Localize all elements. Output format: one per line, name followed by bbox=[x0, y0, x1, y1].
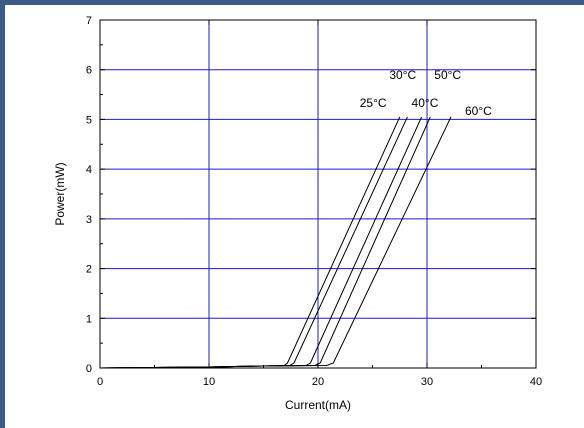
series-line bbox=[99, 116, 401, 369]
y-tick-label: 0 bbox=[86, 363, 92, 375]
curve-label: 25°C bbox=[360, 96, 387, 110]
y-tick-label: 5 bbox=[86, 114, 92, 126]
series-line bbox=[99, 116, 452, 369]
curve-annotations: 30°C 50°C 25°C 40°C 60°C bbox=[360, 68, 492, 118]
curve-label: 40°C bbox=[412, 96, 439, 110]
y-tick-label: 4 bbox=[86, 164, 92, 176]
series-line bbox=[99, 116, 423, 369]
series-line bbox=[99, 116, 408, 369]
x-tick-label: 30 bbox=[421, 376, 433, 388]
y-tick-label: 3 bbox=[86, 214, 92, 226]
y-tick-label: 1 bbox=[86, 313, 92, 325]
curve-label: 60°C bbox=[465, 104, 492, 118]
series-lines bbox=[99, 116, 452, 369]
x-tick-label: 0 bbox=[97, 376, 103, 388]
gridlines bbox=[100, 20, 536, 368]
curve-label: 30°C bbox=[389, 68, 416, 82]
y-tick-labels: 0 1 2 3 4 5 6 7 bbox=[86, 15, 92, 375]
x-tick-label: 10 bbox=[203, 376, 215, 388]
x-tick-labels: 0 10 20 30 40 bbox=[97, 376, 542, 388]
plot-area: 0 10 20 30 40 0 1 2 3 4 5 6 7 30°C 50°C 25°C 40°C 60°C bbox=[86, 15, 542, 388]
left-bar bbox=[0, 0, 5, 428]
x-tick-label: 40 bbox=[530, 376, 542, 388]
curve-label: 50°C bbox=[434, 68, 461, 82]
y-tick-label: 6 bbox=[86, 65, 92, 77]
y-tick-label: 2 bbox=[86, 264, 92, 276]
series-line bbox=[99, 116, 431, 369]
y-axis-label: Power(mW) bbox=[53, 162, 67, 225]
axis-ticks bbox=[99, 19, 537, 369]
x-axis-label: Current(mA) bbox=[285, 398, 351, 412]
y-tick-label: 7 bbox=[86, 15, 92, 27]
top-bar bbox=[0, 0, 584, 5]
x-tick-label: 20 bbox=[312, 376, 324, 388]
